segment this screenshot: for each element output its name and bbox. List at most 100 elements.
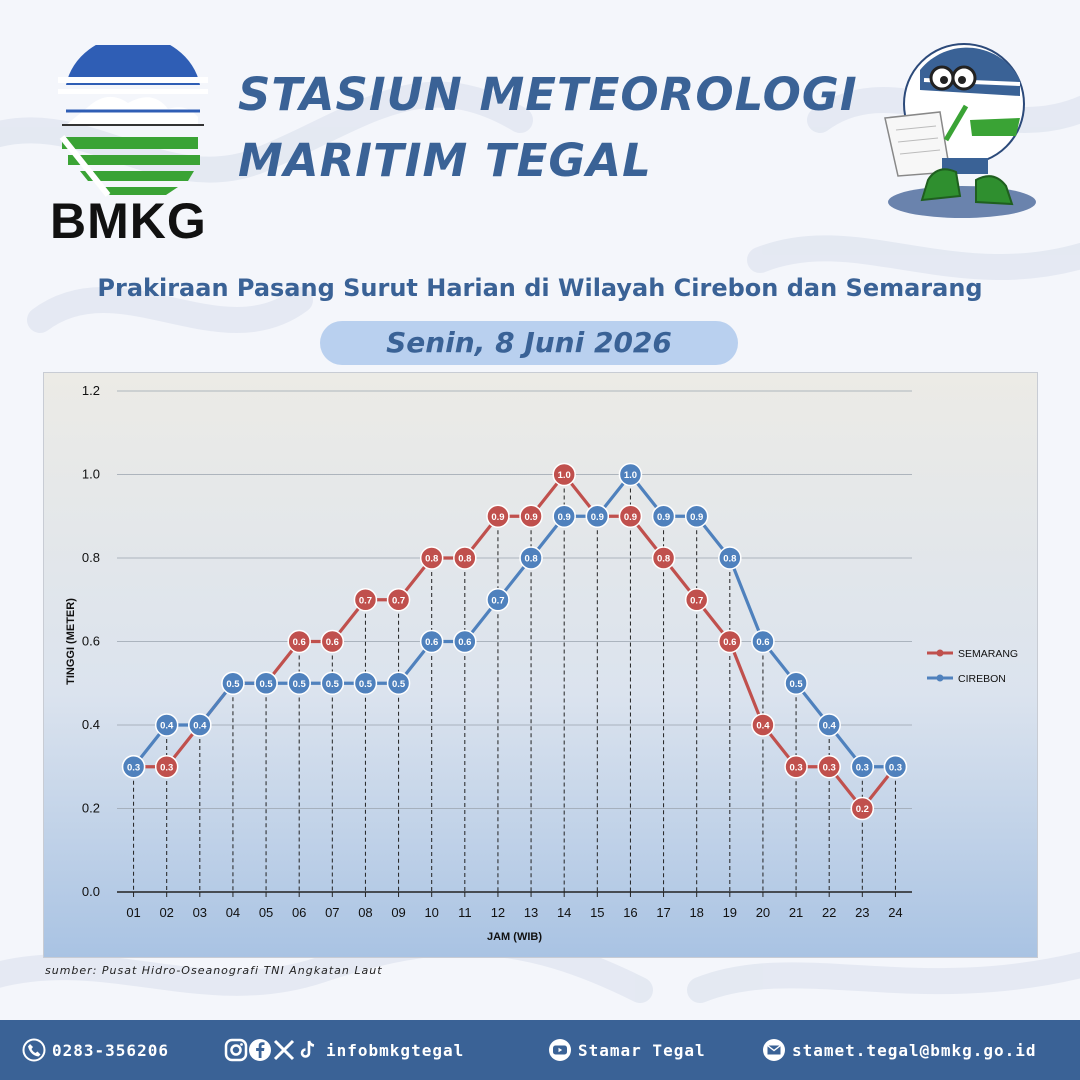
y-tick-label: 0.0 [82, 884, 100, 899]
data-label-cirebon: 0.5 [392, 679, 406, 690]
data-point-cirebon [353, 671, 378, 695]
x-tick-label: 23 [855, 905, 869, 920]
data-point-semarang [817, 755, 841, 779]
data-label-semarang: 0.9 [624, 512, 637, 523]
data-label-semarang: 0.7 [392, 595, 405, 606]
y-tick-label: 0.4 [82, 717, 100, 732]
footer-social[interactable]: infobmkgtegal [224, 1020, 464, 1080]
data-point-semarang [751, 713, 775, 737]
social-handle: infobmkgtegal [326, 1040, 465, 1060]
x-tick-label: 07 [325, 905, 339, 920]
series-line-cirebon [132, 472, 896, 769]
data-point-semarang [552, 462, 576, 487]
x-tick-label: 19 [723, 905, 737, 920]
data-point-cirebon [718, 546, 742, 570]
data-point-cirebon [188, 713, 212, 737]
mail-icon [763, 1039, 785, 1061]
legend-swatch-marker [936, 674, 944, 682]
data-label-cirebon: 0.5 [226, 679, 240, 690]
data-label-semarang: 0.3 [823, 762, 836, 773]
data-label-semarang: 0.8 [425, 554, 438, 565]
y-axis-label: TINGGI (METER) [65, 598, 77, 685]
title-line-1: STASIUN METEOROLOGI [238, 68, 858, 121]
x-icon [273, 1039, 295, 1061]
data-label-cirebon: 0.5 [359, 679, 373, 690]
data-label-semarang: 0.6 [293, 637, 306, 648]
data-label-cirebon: 0.6 [458, 637, 471, 648]
data-label-cirebon: 0.4 [193, 721, 207, 732]
data-label-semarang: 0.4 [756, 721, 770, 732]
data-label-cirebon: 0.6 [756, 637, 769, 648]
footer-youtube[interactable]: Stamar Tegal [548, 1020, 706, 1080]
data-point-cirebon [254, 671, 278, 695]
data-label-semarang: 0.3 [789, 762, 802, 773]
data-label-cirebon: 0.5 [789, 679, 803, 690]
email-address: stamet.tegal@bmkg.go.id [792, 1040, 1037, 1060]
data-label-cirebon: 0.8 [524, 554, 537, 565]
x-tick-label: 12 [491, 905, 505, 920]
data-point-cirebon [486, 588, 510, 612]
data-point-semarang [419, 546, 444, 570]
data-point-cirebon [883, 755, 908, 779]
legend-label-cirebon: CIREBON [958, 673, 1006, 685]
data-point-semarang [353, 588, 378, 612]
data-point-cirebon [817, 713, 841, 737]
x-tick-label: 05 [259, 905, 273, 920]
data-point-semarang [287, 629, 311, 654]
phone-icon [22, 1038, 46, 1062]
data-label-cirebon: 0.5 [293, 679, 307, 690]
data-point-semarang [618, 504, 643, 528]
y-tick-label: 0.2 [82, 801, 100, 816]
data-point-semarang [486, 504, 510, 528]
data-label-cirebon: 1.0 [624, 470, 637, 481]
data-point-cirebon [552, 504, 576, 528]
instagram-icon [224, 1038, 248, 1062]
data-label-cirebon: 0.5 [259, 679, 273, 690]
y-tick-label: 0.6 [82, 634, 100, 649]
data-label-semarang: 1.0 [558, 470, 571, 481]
page-title: STASIUN METEOROLOGI MARITIM TEGAL [238, 62, 858, 194]
data-label-cirebon: 0.9 [591, 512, 604, 523]
data-label-semarang: 0.7 [690, 595, 703, 606]
data-label-semarang: 0.7 [359, 595, 372, 606]
data-point-semarang [684, 588, 709, 612]
tide-chart-svg: 0.0 0.2 0.4 0.6 0.8 1.0 1.2 01 02 03 04 05 06 07 08 09 1… [65, 383, 1018, 943]
tiktok-icon [300, 1040, 315, 1058]
x-tick-label: 01 [126, 905, 140, 920]
data-label-cirebon: 0.4 [160, 721, 174, 732]
data-point-semarang [154, 755, 179, 779]
x-tick-label: 08 [358, 905, 372, 920]
data-label-cirebon: 0.8 [723, 554, 736, 565]
x-axis-label: JAM (WIB) [487, 931, 542, 943]
x-tick-label: 15 [590, 905, 604, 920]
data-point-cirebon [784, 671, 808, 695]
source-note: sumber: Pusat Hidro-Oseanografi TNI Angk… [45, 964, 383, 977]
data-label-cirebon: 0.3 [889, 762, 902, 773]
x-tick-label: 11 [458, 905, 472, 920]
data-label-cirebon: 0.9 [558, 512, 571, 523]
title-line-2: MARITIM TEGAL [238, 134, 652, 187]
data-point-cirebon [287, 671, 311, 695]
forecast-subtitle: Prakiraan Pasang Surut Harian di Wilayah… [97, 274, 983, 302]
youtube-icon [549, 1039, 571, 1061]
data-point-semarang [784, 755, 808, 779]
data-point-semarang [519, 504, 543, 528]
data-label-semarang: 0.6 [723, 637, 736, 648]
data-label-cirebon: 0.7 [491, 595, 504, 606]
footer-email[interactable]: stamet.tegal@bmkg.go.id [762, 1020, 1037, 1080]
mascot-illustration [884, 43, 1036, 218]
data-label-semarang: 0.8 [657, 554, 670, 565]
data-point-cirebon [684, 504, 709, 528]
data-point-cirebon [419, 629, 444, 654]
y-tick-label: 0.8 [82, 550, 100, 565]
data-label-cirebon: 0.4 [823, 721, 837, 732]
data-label-semarang: 0.9 [491, 512, 504, 523]
data-point-cirebon [221, 671, 245, 695]
data-point-semarang [718, 629, 742, 654]
x-tick-label: 09 [391, 905, 405, 920]
footer-phone[interactable]: 0283-356206 [22, 1020, 169, 1080]
x-tick-label: 02 [159, 905, 173, 920]
y-tick-label: 1.0 [82, 467, 100, 482]
x-tick-label: 24 [888, 905, 902, 920]
